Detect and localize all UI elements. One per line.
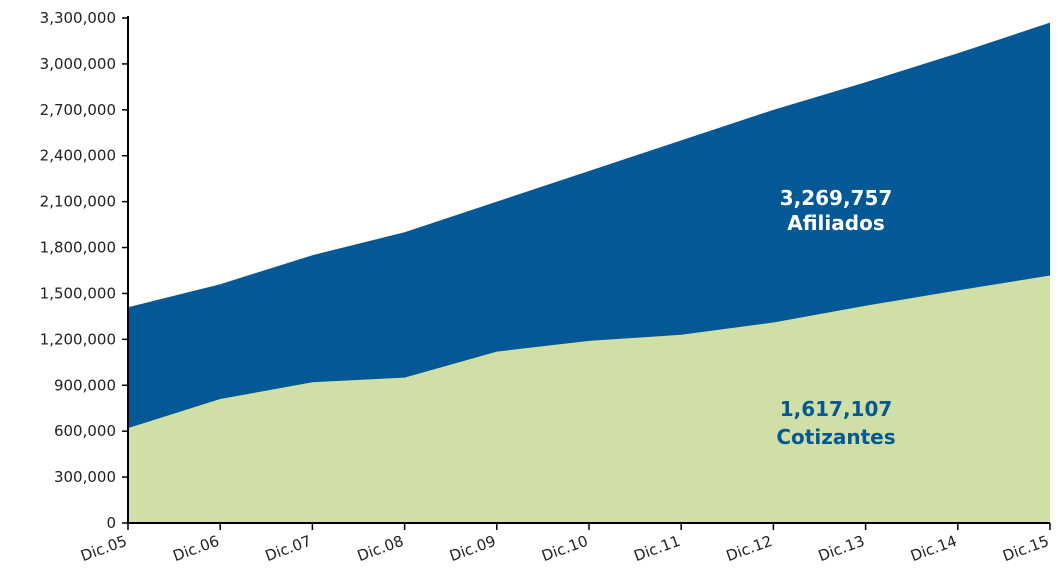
x-tick-label: Dic.08 bbox=[355, 532, 406, 565]
y-tick-label: 900,000 bbox=[54, 376, 116, 394]
x-tick-label: Dic.12 bbox=[724, 532, 775, 565]
y-tick-label: 300,000 bbox=[54, 468, 116, 486]
y-tick-label: 3,300,000 bbox=[40, 9, 116, 27]
y-tick-label: 2,100,000 bbox=[40, 193, 116, 211]
y-tick-label: 600,000 bbox=[54, 422, 116, 440]
y-tick-label: 3,000,000 bbox=[40, 55, 116, 73]
x-tick-label: Dic.10 bbox=[539, 532, 590, 565]
cotizantes-label-annotation: Cotizantes bbox=[776, 425, 895, 449]
afiliados-label-annotation: Afiliados bbox=[787, 211, 884, 235]
cotizantes-value-annotation: 1,617,107 bbox=[780, 397, 893, 421]
x-tick-label: Dic.14 bbox=[908, 532, 959, 565]
x-tick-label: Dic.05 bbox=[78, 532, 129, 565]
areas-group bbox=[128, 22, 1050, 523]
y-tick-label: 1,800,000 bbox=[40, 239, 116, 257]
y-tick-label: 1,500,000 bbox=[40, 284, 116, 302]
x-tick-label: Dic.07 bbox=[263, 532, 314, 565]
x-ticks-group: Dic.05 Dic.06 Dic.07 Dic.08 Dic.09 Dic.10 Dic.… bbox=[78, 523, 1051, 565]
x-tick-label: Dic.13 bbox=[816, 532, 867, 565]
x-tick-label: Dic.11 bbox=[631, 532, 682, 565]
y-tick-label: 1,200,000 bbox=[40, 330, 116, 348]
x-tick-label: Dic.15 bbox=[1000, 532, 1051, 565]
y-tick-label: 2,400,000 bbox=[40, 147, 116, 165]
x-tick-label: Dic.06 bbox=[170, 532, 221, 565]
annotations-group: 3,269,757 Afiliados 1,617,107 Cotizantes bbox=[776, 186, 895, 449]
y-tick-label: 0 bbox=[106, 514, 116, 532]
y-ticks-group: 0 300,000 600,000 900,000 1,200,000 1,500,000… bbox=[40, 9, 128, 532]
y-tick-label: 2,700,000 bbox=[40, 101, 116, 119]
area-series-cotizantes bbox=[128, 275, 1050, 523]
x-tick-label: Dic.09 bbox=[447, 532, 498, 565]
afiliados-value-annotation: 3,269,757 bbox=[780, 186, 893, 210]
